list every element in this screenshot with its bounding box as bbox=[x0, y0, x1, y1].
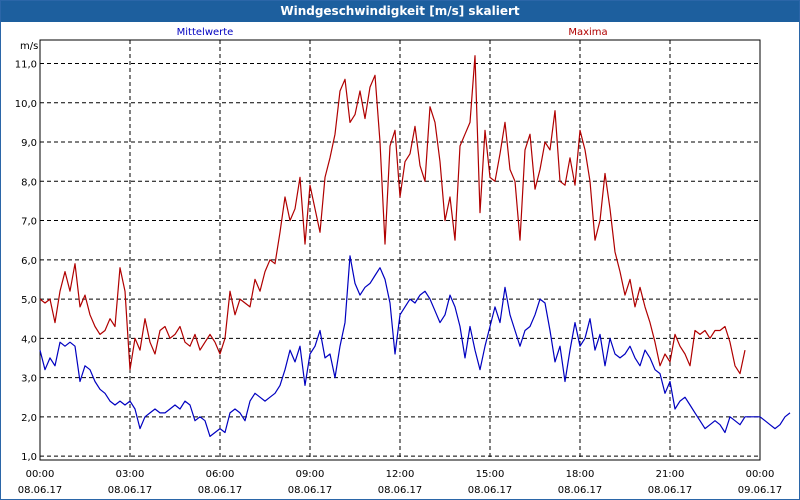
x-tick-date: 08.06.17 bbox=[288, 485, 333, 496]
x-tick-date: 08.06.17 bbox=[558, 485, 603, 496]
x-tick-time: 06:00 bbox=[206, 469, 235, 480]
x-tick-time: 12:00 bbox=[386, 469, 415, 480]
y-tick-label: 2,0 bbox=[21, 413, 37, 424]
x-tick-date: 08.06.17 bbox=[648, 485, 693, 496]
y-tick-label: 10,0 bbox=[15, 99, 37, 110]
x-tick-labels: 00:00 08.06.17 03:00 08.06.17 06:00 08.06.17 0… bbox=[18, 469, 783, 496]
y-tick-label: 5,0 bbox=[21, 295, 37, 306]
grid-lines bbox=[40, 40, 760, 460]
y-tick-labels: 1,0 2,0 3,0 4,0 5,0 6,0 7,0 8,0 9,0 10,0 11,0 bbox=[15, 60, 37, 464]
x-tick-time: 09:00 bbox=[296, 469, 325, 480]
y-tick-label: 11,0 bbox=[15, 60, 37, 71]
x-tick-date: 08.06.17 bbox=[378, 485, 423, 496]
x-tick-date: 09.06.17 bbox=[738, 485, 783, 496]
x-tick-time: 00:00 bbox=[746, 469, 775, 480]
x-tick-time: 00:00 bbox=[26, 469, 55, 480]
y-tick-label: 6,0 bbox=[21, 256, 37, 267]
x-tick-date: 08.06.17 bbox=[108, 485, 153, 496]
y-tick-label: 9,0 bbox=[21, 138, 37, 149]
x-tick-time: 21:00 bbox=[656, 469, 685, 480]
y-tick-label: 8,0 bbox=[21, 177, 37, 188]
x-tick-date: 08.06.17 bbox=[468, 485, 513, 496]
x-tick-time: 18:00 bbox=[566, 469, 595, 480]
y-tick-label: 1,0 bbox=[21, 452, 37, 463]
legend-maxima: Maxima bbox=[568, 27, 607, 38]
x-tick-time: 03:00 bbox=[116, 469, 145, 480]
y-axis-label: m/s bbox=[20, 41, 38, 52]
y-tick-label: 7,0 bbox=[21, 217, 37, 228]
legend-mittelwerte: Mittelwerte bbox=[177, 27, 234, 38]
chart-title: Windgeschwindigkeit [m/s] skaliert bbox=[1, 1, 799, 22]
series-line-mittelwerte bbox=[39, 255, 791, 437]
x-tick-date: 08.06.17 bbox=[198, 485, 243, 496]
series-lines bbox=[39, 55, 791, 437]
x-tick-time: 15:00 bbox=[476, 469, 505, 480]
plot-area bbox=[39, 39, 761, 461]
series-line-maxima bbox=[39, 55, 746, 375]
y-tick-label: 3,0 bbox=[21, 374, 37, 385]
y-tick-label: 4,0 bbox=[21, 334, 37, 345]
x-tick-date: 08.06.17 bbox=[18, 485, 63, 496]
